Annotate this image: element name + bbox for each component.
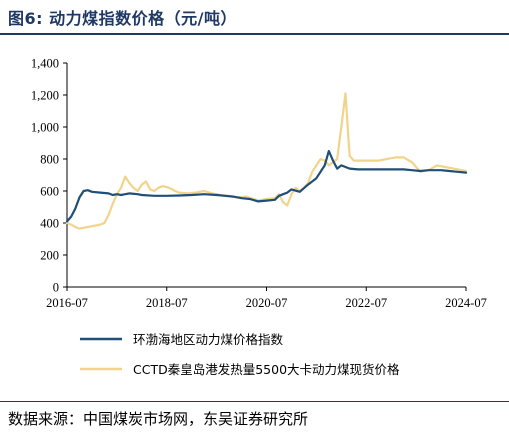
source-note: 数据来源：中国煤炭市场网，东吴证券研究所 [8,410,309,428]
plot-area: 0 200 400 600 800 1,000 1,200 1,400 2016-07 2018-… [31,57,487,378]
source-divider [0,401,509,402]
y-tick-label: 800 [40,153,59,167]
y-tick-label: 200 [40,249,59,263]
y-tick-label: 600 [40,185,59,199]
y-tick-label: 0 [53,281,59,295]
y-tick-label: 1,000 [31,121,59,135]
line-chart: 0 200 400 600 800 1,000 1,200 1,400 2016-07 2018-… [31,57,487,378]
y-tick-label: 1,200 [31,89,59,103]
y-tick-label: 1,400 [31,57,59,71]
figure-title: 图6: 动力煤指数价格（元/吨） [8,9,237,28]
title-divider [0,33,509,35]
x-tick-label: 2016-07 [46,296,88,310]
y-tick-label: 400 [40,217,59,231]
x-tick-label: 2018-07 [146,296,188,310]
x-tick-label: 2020-07 [246,296,288,310]
x-tick-label: 2022-07 [345,296,387,310]
legend-label-1: 环渤海地区动力煤价格指数 [133,332,284,347]
x-tick-label: 2024-07 [445,296,487,310]
series-line-2 [65,92,468,230]
legend-label-2: CCTD秦皇岛港发热量5500大卡动力煤现货价格 [133,362,400,377]
series-line-1 [65,149,468,223]
